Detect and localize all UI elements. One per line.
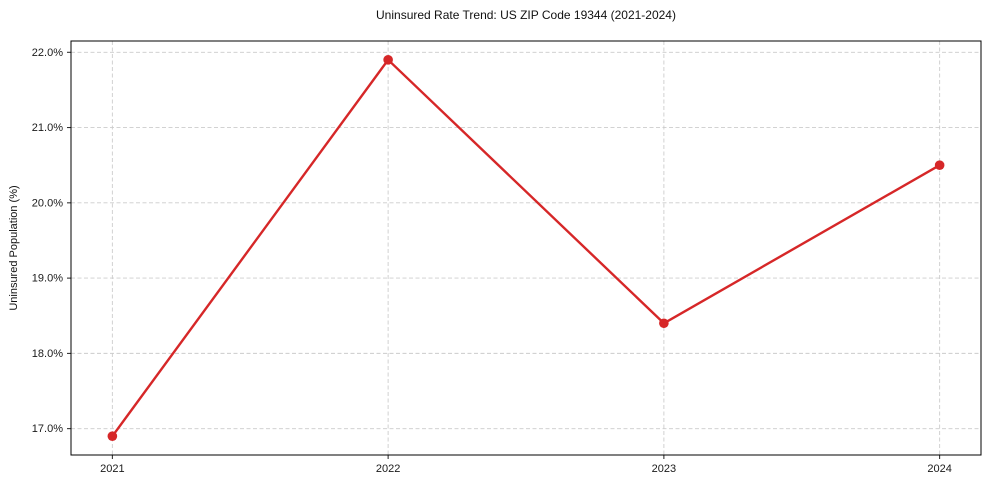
data-point bbox=[934, 160, 945, 170]
y-tick-label: 19.0% bbox=[32, 273, 63, 285]
y-tick-label: 21.0% bbox=[32, 122, 63, 134]
y-tick-label: 22.0% bbox=[32, 47, 63, 59]
tick-layer bbox=[67, 51, 941, 459]
grid-layer bbox=[71, 41, 981, 455]
tick-label-layer: 17.0% 18.0% 19.0% 20.0% 21.0% 22.0% 2021 2022 20… bbox=[32, 47, 952, 475]
chart-title: Uninsured Rate Trend: US ZIP Code 19344 … bbox=[376, 8, 676, 22]
data-point bbox=[659, 318, 669, 329]
trend-line bbox=[111, 58, 941, 438]
plot-border bbox=[70, 40, 982, 456]
y-tick-label: 18.0% bbox=[32, 348, 63, 360]
x-tick-label: 2023 bbox=[652, 463, 676, 475]
data-point bbox=[107, 431, 118, 441]
x-tick-label: 2021 bbox=[100, 463, 124, 475]
series-layer bbox=[107, 55, 945, 441]
x-tick-label: 2024 bbox=[927, 463, 951, 475]
y-tick-label: 20.0% bbox=[32, 197, 63, 209]
data-point bbox=[383, 55, 393, 65]
spine-layer bbox=[70, 40, 982, 456]
y-tick-label: 17.0% bbox=[32, 423, 63, 435]
x-tick-label: 2022 bbox=[376, 463, 400, 475]
